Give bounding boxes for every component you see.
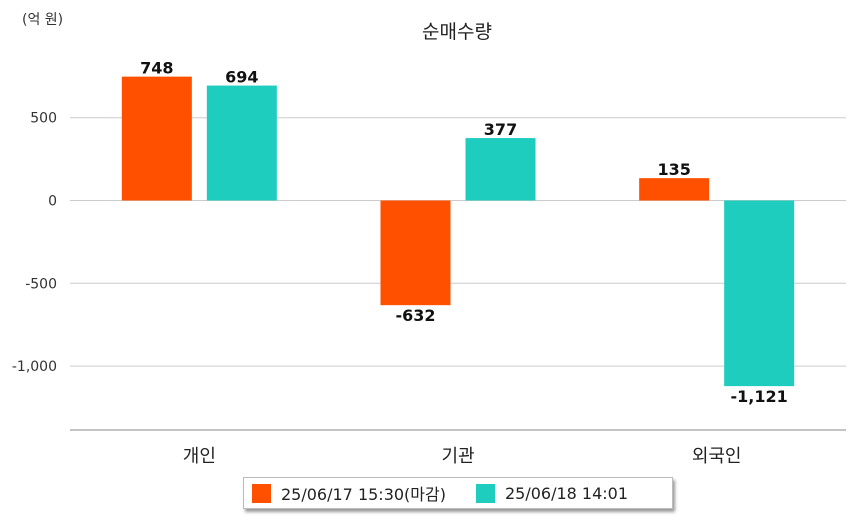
bar[interactable] — [724, 200, 795, 387]
y-tick-label: -500 — [25, 276, 57, 292]
legend-item-1[interactable]: 25/06/17 15:30(마감) — [252, 481, 446, 505]
chart-title: 순매수량 — [422, 21, 492, 43]
x-tick-label: 기관 — [441, 446, 474, 467]
data-label: 135 — [657, 160, 690, 179]
x-tick-label: 개인 — [183, 446, 216, 467]
bar[interactable] — [639, 178, 710, 201]
bar[interactable] — [380, 200, 451, 306]
data-label: -632 — [395, 306, 435, 325]
legend-label-1: 25/06/17 15:30(마감) — [281, 485, 446, 504]
y-tick-label: 0 — [48, 194, 57, 210]
legend-swatch-2 — [475, 483, 495, 503]
legend-label-2: 25/06/18 14:01 — [504, 483, 629, 503]
legend-swatch-1 — [252, 483, 271, 503]
data-label: -1,121 — [731, 387, 788, 406]
data-label: 694 — [225, 68, 258, 87]
y-tick-label: -1,000 — [12, 359, 57, 375]
data-label: 377 — [484, 120, 517, 139]
legend-item-2[interactable]: 25/06/18 14:01 — [475, 483, 629, 503]
x-tick-label: 외국인 — [692, 446, 742, 467]
bar[interactable] — [121, 76, 192, 201]
unit-label: (억 원) — [22, 12, 63, 28]
data-label: 748 — [140, 59, 173, 78]
bar[interactable] — [465, 138, 536, 201]
legend: 25/06/17 15:30(마감) 25/06/18 14:01 — [243, 477, 673, 509]
y-tick-label: 500 — [30, 111, 57, 127]
bar[interactable] — [206, 85, 277, 201]
